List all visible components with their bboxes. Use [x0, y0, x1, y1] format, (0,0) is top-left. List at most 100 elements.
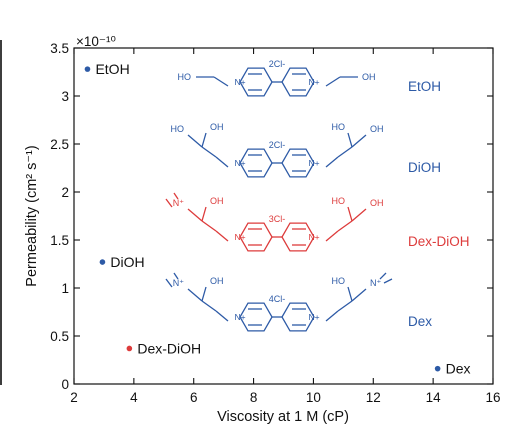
bond	[173, 192, 179, 200]
ring-nitrogen-right: N+	[308, 158, 319, 168]
structure-name-label: Dex	[408, 314, 432, 329]
y-axis-ticks: 0 0.5 1 1.5 2 2.5 3 3.5	[50, 41, 493, 392]
counterion-label: 2Cl-	[269, 59, 286, 69]
data-point-dex-dioh	[126, 345, 133, 352]
structure-dex: N+ N+ 4Cl- OH N⁺ HO N⁺ Dex	[165, 272, 432, 332]
structure-dioh: N+ N+ 2Cl- OH HO HO OH DiOH	[171, 122, 441, 178]
structure-etoh: N+ N+ 2Cl- HO OH EtOH	[178, 59, 441, 97]
bond	[325, 76, 341, 87]
bond	[347, 286, 353, 302]
structure-name-label: EtOH	[408, 79, 441, 94]
y-tick-label: 1.5	[50, 233, 69, 248]
bond	[201, 286, 207, 302]
data-point-label: Dex-DiOH	[137, 340, 201, 356]
y-axis-multiplier: ×10⁻¹⁰	[76, 34, 116, 49]
bond	[337, 300, 353, 312]
x-tick-label: 6	[190, 390, 198, 405]
bond	[165, 198, 173, 208]
bond	[337, 220, 353, 232]
ring-nitrogen-left: N+	[234, 312, 245, 322]
data-point-label: DiOH	[110, 254, 144, 270]
ring-nitrogen-right: N+	[308, 77, 319, 87]
bond	[201, 300, 217, 312]
left-edge-bar	[0, 40, 2, 385]
data-points: EtOH DiOH Dex-DiOH Dex	[84, 61, 471, 377]
bond	[347, 132, 353, 148]
right-hydroxyl: OH	[362, 72, 376, 82]
y-tick-label: 3	[61, 89, 69, 104]
ring-nitrogen-left: N+	[234, 232, 245, 242]
ring-nitrogen-right: N+	[308, 232, 319, 242]
left-hydroxyl: HO	[178, 72, 192, 82]
data-point-label: EtOH	[95, 61, 129, 77]
pyridinium-ring-left	[239, 302, 273, 332]
bond	[351, 288, 367, 302]
bond	[325, 310, 339, 322]
y-axis-title: Permeability (cm² s⁻¹)	[24, 145, 40, 286]
bond	[187, 134, 203, 148]
bond	[383, 278, 393, 284]
right-secondary-group: HO	[332, 122, 346, 132]
pyridinium-ring-left	[239, 67, 273, 97]
bond	[347, 206, 353, 222]
x-tick-label: 12	[366, 390, 381, 405]
right-secondary-group: HO	[332, 196, 346, 206]
left-secondary-group: OH	[210, 276, 224, 286]
ring-nitrogen-right: N+	[308, 312, 319, 322]
x-tick-label: 2	[70, 390, 78, 405]
bond	[325, 230, 339, 242]
counterion-label: 4Cl-	[269, 294, 286, 304]
bond	[215, 230, 229, 242]
y-tick-label: 1	[61, 281, 69, 296]
right-secondary-group: HO	[332, 276, 346, 286]
bond	[201, 146, 217, 158]
left-terminal-group: N⁺	[173, 278, 184, 288]
right-terminal-group: N⁺	[370, 278, 381, 288]
counterion-label: 3Cl-	[269, 214, 286, 224]
x-axis-ticks: 2 4 6 8 10 12 14 16	[70, 48, 501, 405]
bond	[337, 146, 353, 158]
y-tick-label: 0.5	[50, 329, 69, 344]
bond	[201, 220, 217, 232]
bond	[165, 278, 173, 288]
data-point-label: Dex	[446, 361, 471, 377]
bond	[325, 156, 339, 168]
x-tick-label: 14	[426, 390, 442, 405]
data-point-etoh	[84, 66, 91, 72]
left-terminal-group: N⁺	[173, 198, 184, 208]
x-axis-title: Viscosity at 1 M (cP)	[217, 409, 349, 425]
x-tick-label: 4	[130, 390, 138, 405]
ring-nitrogen-left: N+	[234, 77, 245, 87]
bond	[173, 272, 179, 280]
right-terminal-group: OH	[370, 124, 384, 134]
x-tick-label: 16	[485, 390, 500, 405]
right-terminal-group: OH	[370, 198, 384, 208]
bond	[379, 272, 387, 280]
x-tick-label: 8	[250, 390, 258, 405]
y-tick-label: 2.5	[50, 137, 69, 152]
ring-nitrogen-left: N+	[234, 158, 245, 168]
bond	[215, 310, 229, 322]
bond	[201, 206, 207, 222]
plot-frame	[73, 47, 494, 385]
data-point-dex	[434, 365, 441, 372]
y-tick-label: 0	[61, 377, 69, 392]
y-tick-label: 2	[61, 185, 69, 200]
pyridinium-ring-left	[239, 222, 273, 252]
left-secondary-group: OH	[210, 122, 224, 132]
bond	[215, 156, 229, 168]
pyridinium-ring-left	[239, 148, 273, 178]
left-secondary-group: OH	[210, 196, 224, 206]
bond	[213, 76, 229, 87]
bond	[351, 134, 367, 148]
structure-name-label: DiOH	[408, 160, 441, 175]
bond	[187, 288, 203, 302]
bond	[187, 208, 203, 222]
left-terminal-group: HO	[171, 124, 185, 134]
counterion-label: 2Cl-	[269, 140, 286, 150]
bond	[351, 208, 367, 222]
structure-name-label: Dex-DiOH	[408, 234, 470, 249]
structure-dex-dioh: N+ N+ 3Cl- OH N⁺ HO OH Dex-DiOH	[165, 192, 470, 252]
